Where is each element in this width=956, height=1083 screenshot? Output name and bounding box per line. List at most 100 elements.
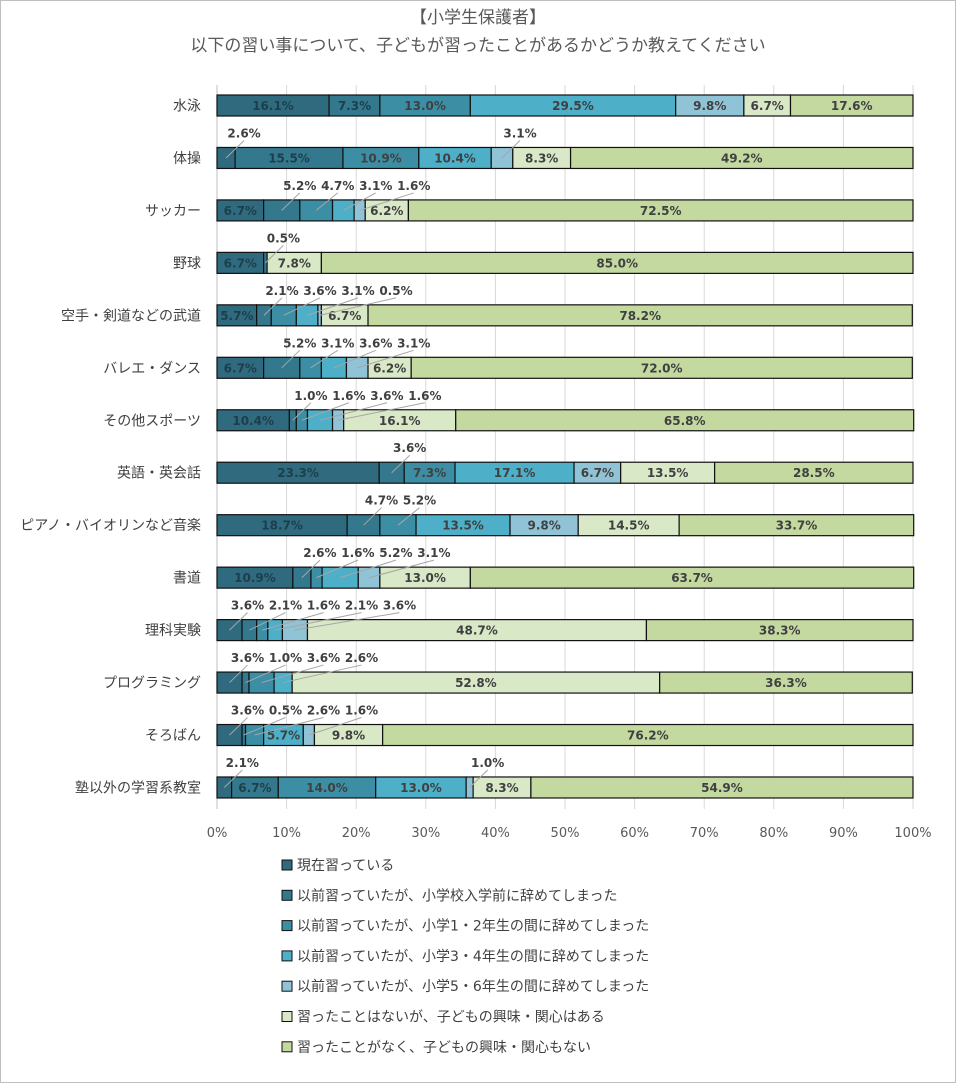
bar-segment	[320, 251, 914, 274]
data-label: 1.0%	[294, 389, 327, 403]
data-label: 2.1%	[226, 756, 259, 770]
category-label: 塾以外の学習系教室	[75, 779, 201, 796]
leader-line	[397, 507, 420, 526]
bar-segment	[378, 461, 405, 484]
category-label: バレエ・ダンス	[103, 361, 201, 377]
category-label: 空手・剣道などの武道	[61, 308, 201, 324]
data-label: 1.6%	[408, 389, 441, 403]
leader-line	[343, 192, 376, 211]
data-label: 0.5%	[379, 284, 412, 298]
data-label: 1.0%	[471, 756, 504, 770]
bar-segment	[659, 671, 913, 694]
legend-swatch	[281, 950, 293, 962]
legend-swatch	[281, 920, 293, 932]
data-label: 5.2%	[283, 336, 316, 350]
bar-segment	[455, 409, 915, 432]
data-label: 3.6%	[231, 704, 264, 718]
gridlines	[216, 85, 914, 809]
leader-line	[281, 192, 301, 211]
data-label: 85.0%	[596, 256, 638, 270]
x-tick-label: 0%	[207, 826, 228, 841]
data-label: 14.5%	[608, 519, 650, 533]
data-label: 8.3%	[485, 781, 518, 795]
x-tick-label: 80%	[759, 826, 788, 841]
data-label: 3.6%	[393, 441, 426, 455]
data-label: 3.6%	[307, 651, 340, 665]
leader-line	[283, 664, 362, 684]
data-label: 49.2%	[721, 151, 763, 165]
data-label: 7.3%	[338, 99, 371, 113]
chart-title: 【小学生保護者】	[410, 8, 546, 28]
legend-label: 以前習っていたが、小学5・6年生の間に辞めてしまった	[297, 978, 649, 995]
category-label: 英語・英会話	[117, 465, 201, 482]
data-label: 36.3%	[765, 676, 807, 690]
bar-segment	[270, 304, 297, 327]
leader-line	[316, 559, 359, 579]
category-label: サッカー	[145, 203, 201, 219]
data-label: 1.6%	[345, 704, 378, 718]
leader-line	[333, 349, 376, 369]
data-label: 76.2%	[627, 729, 669, 743]
data-label: 3.1%	[341, 284, 374, 298]
leader-line	[391, 454, 411, 474]
data-label: 13.0%	[404, 99, 446, 113]
data-label: 72.0%	[641, 361, 683, 375]
legend: 現在習っている以前習っていたが、小学校入学前に辞めてしまった以前習っていたが、小…	[281, 858, 649, 1056]
data-label: 3.1%	[417, 546, 450, 560]
data-label: 48.7%	[456, 624, 498, 638]
x-tick-label: 90%	[829, 826, 858, 841]
data-label: 5.7%	[220, 309, 253, 323]
leader-line	[319, 402, 387, 421]
data-label: 5.2%	[403, 494, 436, 508]
data-label: 2.1%	[345, 599, 378, 613]
leader-line	[306, 297, 359, 316]
data-label: 2.6%	[227, 126, 260, 140]
data-label: 72.5%	[640, 204, 682, 218]
legend-swatch	[281, 1011, 293, 1022]
data-label: 3.6%	[383, 599, 416, 613]
leader-line	[294, 612, 400, 631]
data-label: 8.3%	[525, 151, 558, 165]
leader-line	[319, 297, 397, 316]
data-label: 65.8%	[664, 414, 706, 428]
data-label: 52.8%	[455, 676, 497, 690]
leader-line	[261, 664, 324, 684]
data-label: 9.8%	[527, 519, 560, 533]
data-label: 6.7%	[751, 99, 784, 113]
leader-line	[249, 612, 286, 631]
legend-swatch	[281, 889, 293, 901]
bar-segment	[263, 199, 301, 222]
data-label: 3.1%	[359, 179, 392, 193]
legend-label: 以前習っていたが、小学1・2年生の間に辞めてしまった	[297, 918, 649, 935]
x-tick-label: 50%	[551, 826, 580, 841]
data-label: 2.6%	[303, 546, 336, 560]
bar-segment	[407, 199, 914, 222]
data-label: 13.5%	[442, 519, 484, 533]
x-tick-label: 40%	[481, 826, 510, 841]
leader-line	[223, 769, 243, 788]
leader-line	[229, 664, 248, 683]
data-label: 3.6%	[359, 336, 392, 350]
legend-label: 習ったことはないが、子どもの興味・関心はある	[297, 1010, 605, 1026]
category-label: 野球	[173, 256, 201, 272]
bar-segment	[678, 514, 915, 537]
data-label: 13.0%	[404, 571, 446, 585]
data-label: 0.5%	[269, 704, 302, 718]
leader-line	[357, 349, 414, 369]
data-label: 2.6%	[307, 704, 340, 718]
leader-line	[275, 612, 362, 631]
data-label: 1.6%	[332, 389, 365, 403]
leader-line	[308, 717, 362, 736]
data-label: 17.1%	[494, 466, 536, 480]
category-label: プログラミング	[103, 676, 201, 692]
leader-line	[262, 612, 324, 631]
data-label: 14.0%	[306, 781, 348, 795]
data-label: 4.7%	[365, 494, 398, 508]
data-label: 3.1%	[503, 126, 536, 140]
leader-line	[301, 402, 350, 421]
data-label: 23.3%	[277, 466, 319, 480]
data-label: 1.0%	[269, 651, 302, 665]
bar-segment	[469, 566, 915, 589]
